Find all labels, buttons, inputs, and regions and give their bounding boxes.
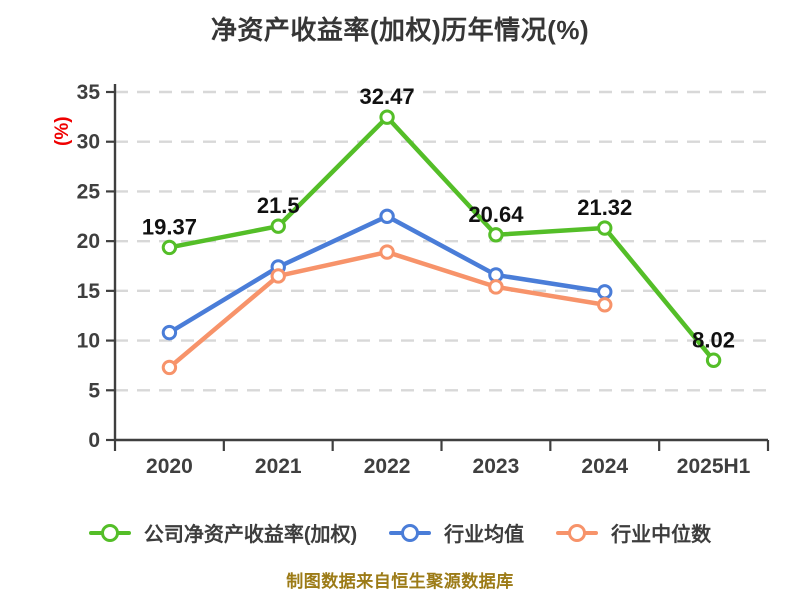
data-point[interactable] — [379, 109, 395, 125]
y-tick-label: 25 — [77, 180, 101, 203]
x-tick-label: 2022 — [364, 455, 411, 478]
data-label: 19.37 — [142, 214, 197, 239]
data-label: 20.64 — [468, 202, 524, 227]
legend-marker-company-roe-icon — [88, 523, 131, 542]
y-tick-label: 15 — [77, 280, 101, 303]
data-point[interactable] — [379, 208, 395, 224]
data-point[interactable] — [270, 268, 286, 284]
y-tick-label: 10 — [77, 330, 100, 353]
data-point[interactable] — [597, 220, 613, 236]
legend-label-company-roe: 公司净资产收益率(加权) — [143, 524, 358, 546]
series-line — [167, 114, 716, 363]
y-tick-label: 5 — [88, 379, 100, 402]
data-point[interactable] — [597, 284, 613, 300]
data-point[interactable] — [161, 239, 178, 256]
legend-marker-industry-median-icon — [556, 523, 599, 542]
data-point[interactable] — [705, 352, 722, 368]
legend-marker-industry-mean-icon — [389, 523, 432, 542]
legend-label-industry-median: 行业中位数 — [611, 524, 712, 546]
data-label: 21.32 — [577, 195, 632, 220]
x-tick-label: 2024 — [581, 455, 628, 478]
chart-title: 净资产收益率(加权)历年情况(%) — [210, 15, 590, 45]
data-point[interactable] — [488, 227, 504, 243]
data-source-note: 制图数据来自恒生聚源数据库 — [286, 572, 514, 591]
legend-item-company-roe[interactable]: 公司净资产收益率(加权) — [88, 518, 358, 547]
legend: 公司净资产收益率(加权) 行业均值 行业中位数 — [0, 518, 800, 547]
data-label: 32.47 — [360, 84, 415, 109]
y-tick-label: 35 — [77, 81, 101, 104]
data-point[interactable] — [379, 244, 395, 260]
legend-dot-icon — [568, 523, 587, 542]
y-tick-label: 20 — [77, 230, 100, 253]
legend-dot-icon — [401, 523, 420, 542]
legend-dot-icon — [100, 523, 119, 542]
y-tick-label: 0 — [88, 429, 100, 452]
data-point[interactable] — [161, 324, 178, 341]
x-tick-label: 2023 — [473, 455, 520, 478]
x-tick-label: 2021 — [255, 455, 302, 478]
x-tick-label: 2020 — [146, 455, 193, 478]
legend-item-industry-median[interactable]: 行业中位数 — [556, 518, 711, 547]
legend-label-industry-mean: 行业均值 — [444, 524, 525, 546]
legend-item-industry-mean[interactable]: 行业均值 — [389, 518, 524, 547]
data-point[interactable] — [488, 279, 504, 295]
data-label: 21.5 — [257, 193, 300, 218]
data-point[interactable] — [270, 218, 286, 234]
data-label: 8.02 — [692, 327, 735, 352]
data-point[interactable] — [161, 359, 178, 376]
data-point[interactable] — [597, 297, 613, 313]
y-tick-label: 30 — [77, 131, 100, 154]
series-line — [167, 249, 607, 370]
x-tick-label: 2025H1 — [677, 455, 751, 478]
